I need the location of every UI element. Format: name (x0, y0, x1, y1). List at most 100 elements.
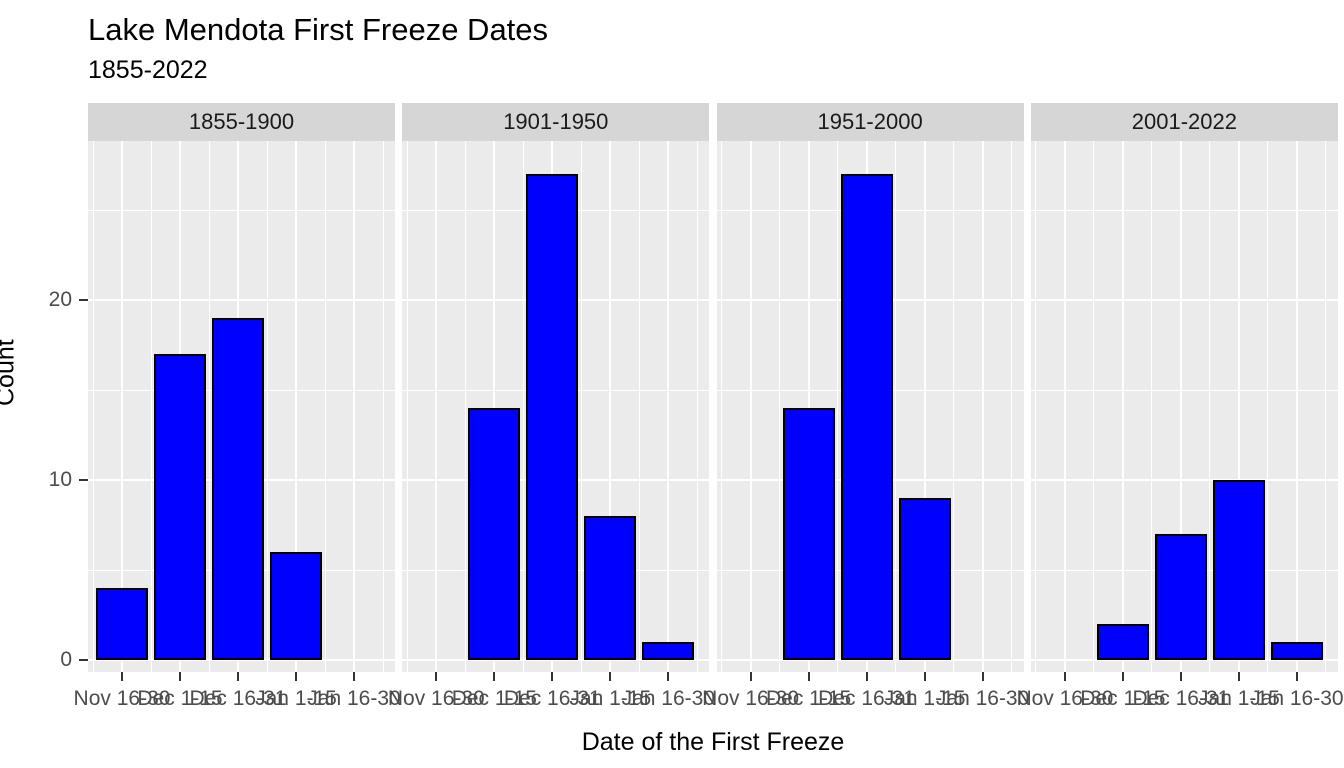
major-gridline-h (88, 299, 395, 301)
minor-gridline-v (92, 141, 94, 672)
x-tick-label: Dec 16-31 (503, 687, 601, 710)
major-gridline-h (402, 659, 710, 661)
x-tick-label: Dec 1-15 (137, 687, 223, 710)
x-axis-title: Date of the First Freeze (581, 728, 845, 756)
x-axis-tick (1295, 672, 1298, 681)
minor-gridline-v (1093, 141, 1095, 672)
facet-strip-label: 1855-1900 (88, 103, 395, 141)
minor-gridline-v (779, 141, 781, 672)
x-tick-label: Dec 1-15 (451, 687, 537, 710)
x-tick-label: Dec 1-15 (1080, 687, 1166, 710)
x-axis-tick (1179, 672, 1182, 681)
x-tick-label: Dec 16-31 (1132, 687, 1230, 710)
minor-gridline-v (837, 141, 839, 672)
y-axis-tick (79, 659, 88, 661)
x-axis-tick (295, 672, 297, 681)
major-gridline-v (1237, 141, 1240, 672)
facet-strip-label: 1951-2000 (716, 103, 1024, 141)
minor-gridline-v (324, 141, 326, 672)
major-gridline-v (807, 141, 810, 672)
bar (96, 588, 148, 660)
minor-gridline-v (721, 141, 723, 672)
minor-gridline-v (1325, 141, 1327, 672)
y-axis-title: Count (0, 339, 20, 406)
x-axis-tick (981, 672, 984, 681)
minor-gridline-v (895, 141, 897, 672)
x-tick-label: Jan 16-30 (621, 687, 715, 710)
major-gridline-h (716, 659, 1024, 661)
facet-panel (402, 141, 710, 672)
facet-strip-label: 2001-2022 (1030, 103, 1338, 141)
x-tick-label: Nov 16-30 (73, 687, 171, 710)
bar (840, 174, 893, 660)
x-tick-label: Dec 16-31 (189, 687, 287, 710)
bar (270, 552, 322, 660)
x-axis-tick (121, 672, 123, 681)
bar (1270, 642, 1323, 660)
major-gridline-h (1030, 659, 1338, 661)
x-tick-label: Dec 1-15 (765, 687, 852, 710)
minor-gridline-v (953, 141, 955, 672)
major-gridline-v (493, 141, 496, 672)
bar (642, 642, 695, 660)
minor-gridline-v (1151, 141, 1153, 672)
bar (584, 516, 637, 660)
minor-gridline-v (522, 141, 524, 672)
major-gridline-v (1121, 141, 1124, 672)
x-tick-label: Jan 1-15 (255, 687, 337, 710)
bar (526, 174, 579, 660)
major-gridline-h (1030, 479, 1338, 481)
bar (898, 498, 951, 660)
major-gridline-v (1295, 141, 1298, 672)
x-axis-tick (749, 672, 752, 681)
major-gridline-v (749, 141, 752, 672)
major-gridline-v (1063, 141, 1066, 672)
x-axis-tick (179, 672, 181, 681)
x-axis-tick (237, 672, 239, 681)
minor-gridline-h (1030, 209, 1338, 211)
major-gridline-h (1030, 299, 1338, 301)
y-tick-label: 20 (48, 288, 72, 311)
bar (782, 408, 835, 660)
y-axis-tick (79, 479, 88, 481)
facet-strip-label: 1901-1950 (402, 103, 710, 141)
x-axis-tick (667, 672, 670, 681)
minor-gridline-h (88, 209, 395, 211)
major-gridline-v (981, 141, 984, 672)
chart-title: Lake Mendota First Freeze Dates (88, 12, 549, 47)
minor-gridline-v (208, 141, 210, 672)
x-axis-tick (1063, 672, 1066, 681)
x-tick-label: Jan 1-15 (1198, 687, 1280, 710)
minor-gridline-v (382, 141, 384, 672)
major-gridline-v (435, 141, 438, 672)
major-gridline-v (295, 141, 297, 672)
major-gridline-h (88, 659, 395, 661)
x-axis-tick (609, 672, 612, 681)
x-tick-label: Nov 16-30 (387, 687, 485, 710)
x-axis-tick (353, 672, 355, 681)
minor-gridline-v (1035, 141, 1037, 672)
x-tick-label: Dec 16-31 (818, 687, 916, 710)
x-axis-tick (1237, 672, 1240, 681)
minor-gridline-v (580, 141, 582, 672)
minor-gridline-v (266, 141, 268, 672)
facet-panel (88, 141, 395, 672)
minor-gridline-v (464, 141, 466, 672)
x-tick-label: Jan 16-30 (307, 687, 401, 710)
major-gridline-v (667, 141, 670, 672)
minor-gridline-v (638, 141, 640, 672)
major-gridline-v (609, 141, 612, 672)
bar (468, 408, 521, 660)
bar (1154, 534, 1207, 660)
y-tick-label: 0 (60, 648, 72, 671)
facet-panel (1030, 141, 1338, 672)
bar (1096, 624, 1149, 660)
x-axis-tick (1121, 672, 1124, 681)
x-tick-label: Jan 16-30 (1250, 687, 1344, 710)
major-gridline-v (353, 141, 355, 672)
minor-gridline-h (1030, 389, 1338, 391)
minor-gridline-v (696, 141, 698, 672)
bar (212, 318, 264, 660)
major-gridline-v (1179, 141, 1182, 672)
